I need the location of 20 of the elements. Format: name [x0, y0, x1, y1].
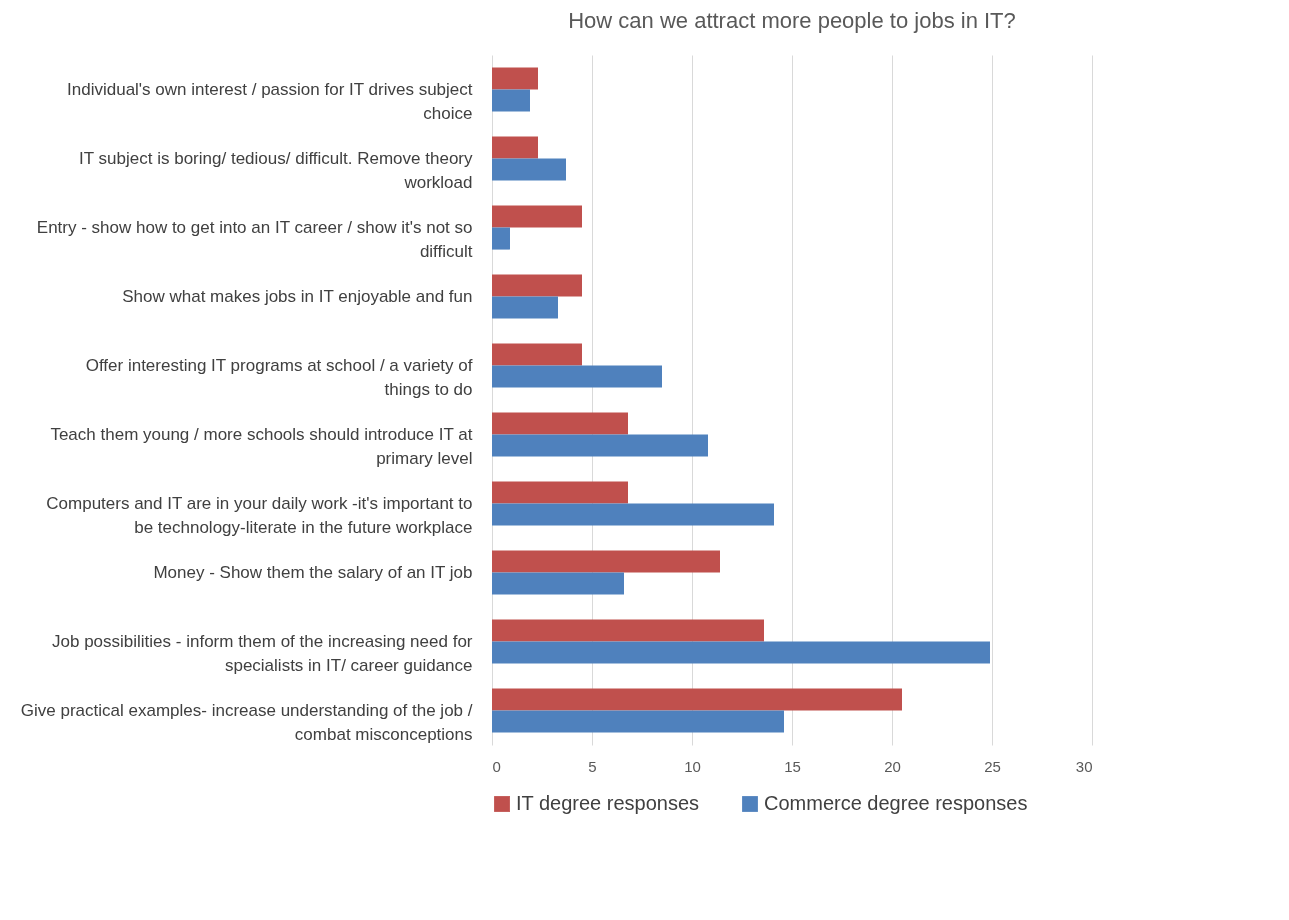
x-tick-label: 30	[1075, 757, 1093, 775]
y-tick-label: Offer interesting IT programs at school / a variety of things to do	[85, 355, 473, 399]
x-tick-label: 15	[784, 757, 801, 775]
y-tick-label: Teach them young / more schools should introduce IT at primary level	[50, 424, 473, 468]
y-tick-label: IT subject is boring/ tedious/ difficult. Remove theory workload	[79, 148, 473, 192]
legend-label: Commerce degree responses	[764, 792, 1028, 814]
x-tick-label: 10	[684, 757, 701, 775]
y-tick-label: Computers and IT are in your daily work -it's important to be technology-literate in the future workplace	[46, 493, 473, 537]
y-tick-label: Entry - show how to get into an IT career / show it's not so difficult	[36, 217, 473, 261]
x-tick-label: 20	[884, 757, 901, 775]
x-tick-label: 5	[588, 757, 597, 775]
x-tick-label: 0	[492, 757, 501, 775]
y-tick-label: Money - Show them the salary of an IT job	[153, 562, 473, 582]
y-tick-label: Job possibilities - inform them of the increasing need for specialists in IT/ career guidance	[52, 631, 473, 675]
chart-title: How can we attract more people to jobs in IT?	[568, 8, 1016, 33]
y-tick-label: Give practical examples- increase understanding of the job / combat misconceptions	[20, 700, 473, 744]
x-tick-label: 25	[984, 757, 1001, 775]
y-tick-label: Individual's own interest / passion for IT drives subject choice	[67, 79, 473, 123]
legend-label: IT degree responses	[516, 792, 700, 814]
y-tick-label: Show what makes jobs in IT enjoyable and fun	[122, 286, 473, 306]
